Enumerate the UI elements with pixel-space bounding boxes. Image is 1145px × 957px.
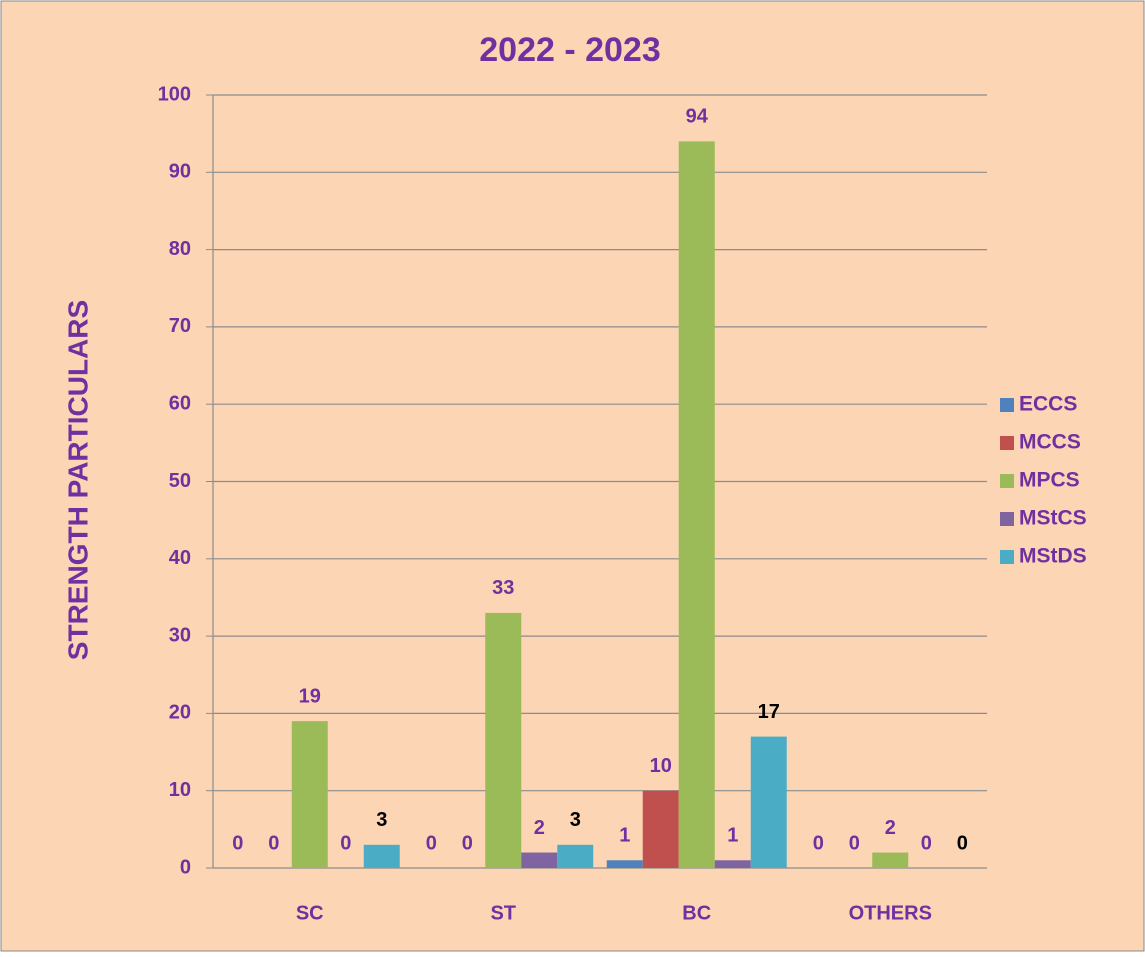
legend-swatch [1000, 474, 1014, 488]
bar [363, 844, 400, 868]
legend-label: MPCS [1019, 469, 1080, 492]
data-label: 2 [885, 817, 896, 839]
y-tick-label: 30 [169, 624, 191, 646]
bar [606, 860, 643, 868]
y-tick-label: 80 [169, 238, 191, 260]
chart-title: 2022 - 2023 [479, 31, 661, 69]
y-tick-label: 60 [169, 392, 191, 414]
data-label: 3 [376, 809, 387, 831]
x-tick-label: ST [490, 902, 516, 924]
data-label: 0 [268, 832, 279, 854]
x-tick-label: BC [682, 902, 711, 924]
bar [557, 844, 594, 868]
legend-label: MStDS [1019, 545, 1087, 568]
data-label: 1 [727, 825, 738, 847]
bar [872, 852, 909, 868]
y-tick-label: 10 [169, 779, 191, 801]
bar [750, 736, 787, 868]
data-label: 19 [299, 685, 321, 707]
y-tick-label: 100 [158, 83, 191, 105]
bar [678, 141, 715, 868]
legend-swatch [1000, 436, 1014, 450]
data-label: 0 [813, 832, 824, 854]
data-label: 0 [921, 832, 932, 854]
data-label: 1 [619, 825, 630, 847]
data-label: 0 [849, 832, 860, 854]
data-label: 0 [340, 832, 351, 854]
bar [642, 790, 679, 868]
data-label: 10 [650, 755, 672, 777]
legend-swatch [1000, 512, 1014, 526]
x-tick-label: OTHERS [849, 902, 932, 924]
y-tick-label: 0 [180, 856, 191, 878]
data-label: 2 [534, 817, 545, 839]
y-axis-label: STRENGTH PARTICULARS [62, 300, 93, 660]
legend-label: MCCS [1019, 431, 1081, 454]
data-label: 33 [492, 577, 514, 599]
y-tick-label: 50 [169, 470, 191, 492]
data-label: 0 [232, 832, 243, 854]
data-label: 0 [957, 832, 968, 854]
data-label: 17 [758, 701, 780, 723]
bar [714, 860, 751, 868]
y-tick-label: 20 [169, 702, 191, 724]
legend-label: ECCS [1019, 393, 1077, 416]
x-tick-label: SC [296, 902, 324, 924]
bar [291, 721, 328, 868]
bar [485, 612, 522, 868]
y-tick-label: 40 [169, 547, 191, 569]
legend-swatch [1000, 398, 1014, 412]
legend-label: MStCS [1019, 507, 1087, 530]
bar [521, 852, 558, 868]
data-label: 94 [686, 106, 709, 128]
y-tick-label: 90 [169, 161, 191, 183]
y-tick-label: 70 [169, 315, 191, 337]
data-label: 0 [462, 832, 473, 854]
data-label: 3 [570, 809, 581, 831]
legend-swatch [1000, 550, 1014, 564]
data-label: 0 [426, 832, 437, 854]
